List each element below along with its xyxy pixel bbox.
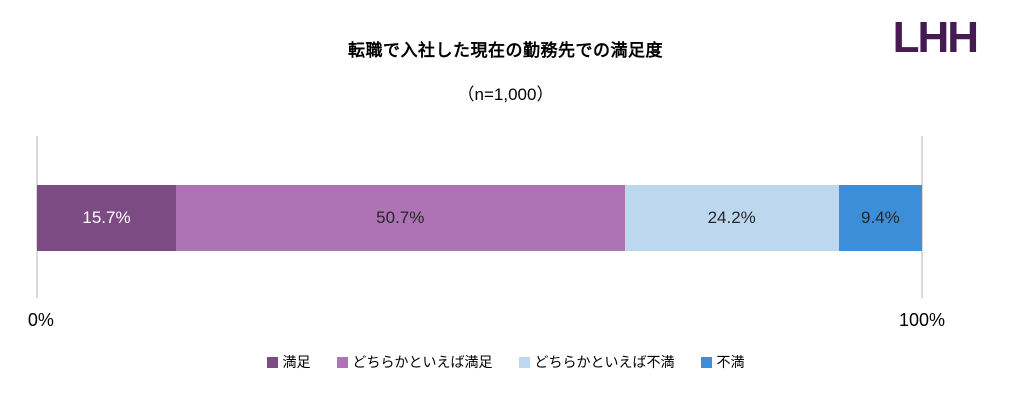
legend-label-satisfied: 満足 [282,354,311,370]
chart-title: 転職で入社した現在の勤務先での満足度 [348,41,663,60]
bar-segment-somewhat-dissatisfied: 24.2% [624,185,839,251]
legend-label-dissatisfied: 不満 [716,354,745,370]
legend-marker-dissatisfied [700,356,712,368]
legend-label-somewhat-dissatisfied: どちらかといえば不満 [534,354,675,370]
legend-item-somewhat-dissatisfied: どちらかといえば不満 [518,352,675,372]
stacked-bar: 15.7% 50.7% 24.2% 9.4% [37,185,922,251]
bar-segment-dissatisfied: 9.4% [838,185,922,251]
gridline-100-percent [921,136,923,298]
plot-area: 15.7% 50.7% 24.2% 9.4% [36,136,923,298]
x-axis-tick-0: 0% [27,310,54,330]
lhh-logo: LHH [892,13,979,62]
legend-marker-somewhat-satisfied [336,356,348,368]
chart-subtitle: （n=1,000） [457,85,554,104]
legend-marker-satisfied [266,356,278,368]
legend: 満足 どちらかといえば満足 どちらかといえば不満 不満 [0,352,1011,372]
legend-item-satisfied: 満足 [266,352,311,372]
bar-segment-satisfied: 15.7% [37,185,176,251]
x-axis-tick-100: 100% [898,310,946,330]
legend-item-somewhat-satisfied: どちらかといえば満足 [336,352,493,372]
legend-item-dissatisfied: 不満 [700,352,745,372]
bar-segment-somewhat-satisfied: 50.7% [175,185,625,251]
legend-marker-somewhat-dissatisfied [518,356,530,368]
legend-label-somewhat-satisfied: どちらかといえば満足 [352,354,493,370]
